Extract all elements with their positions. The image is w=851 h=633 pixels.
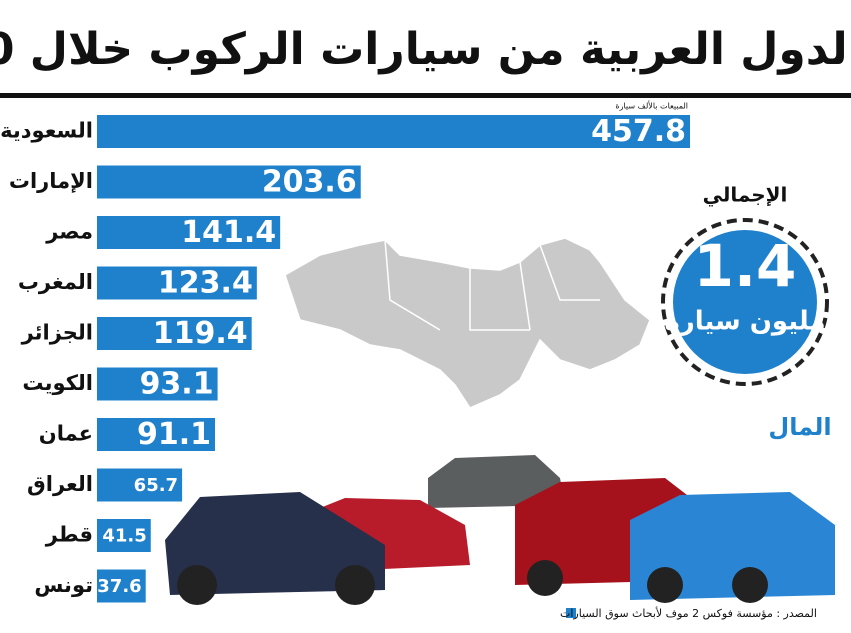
category-label: الكويت <box>22 371 93 395</box>
title-rule <box>0 93 851 98</box>
value-label: 41.5 <box>102 526 146 547</box>
bar <box>97 115 690 148</box>
total-ring <box>661 218 829 386</box>
category-label: عمان <box>39 422 93 446</box>
bar <box>97 367 218 401</box>
category-label: الإمارات <box>9 169 93 193</box>
total-label: الإجمالي <box>703 183 788 208</box>
bar <box>97 519 151 552</box>
value-label: 65.7 <box>134 475 178 496</box>
category-label: مصر <box>45 220 93 244</box>
value-label: 119.4 <box>153 316 248 351</box>
value-label: 91.1 <box>137 417 211 452</box>
bar <box>97 569 146 603</box>
category-label: السعودية <box>0 119 93 143</box>
map-borders <box>384 239 600 331</box>
bar <box>97 266 257 300</box>
bar <box>97 165 361 199</box>
chart-title: مبيعات الدول العربية من سيارات الركوب خل… <box>0 20 851 75</box>
value-label: 37.6 <box>97 576 141 597</box>
category-label: قطر <box>45 523 93 547</box>
value-label: 203.6 <box>262 165 357 200</box>
value-label: 123.4 <box>158 266 253 301</box>
total-unit: مليون سيارة <box>664 307 825 337</box>
value-label: 141.4 <box>181 215 276 250</box>
category-label: المغرب <box>18 270 93 294</box>
total-circle <box>673 230 817 374</box>
category-label: تونس <box>34 573 93 597</box>
value-label: 93.1 <box>140 367 214 402</box>
bar <box>97 317 252 350</box>
value-label: 457.8 <box>591 114 686 149</box>
bar <box>97 468 183 502</box>
cars <box>165 455 835 605</box>
arab-map <box>284 237 651 409</box>
logo: المال <box>768 413 831 441</box>
source-marker <box>566 608 576 618</box>
category-label: العراق <box>27 472 93 496</box>
bar <box>97 216 281 249</box>
category-label: الجزائر <box>21 321 93 345</box>
total-value: 1.4 <box>694 232 797 300</box>
unit-label: المبيعات بالألف سيارة <box>615 101 688 111</box>
source: المصدر : مؤسسة فوكس 2 موف لأبحاث سوق الس… <box>560 606 817 620</box>
bar <box>97 418 216 451</box>
